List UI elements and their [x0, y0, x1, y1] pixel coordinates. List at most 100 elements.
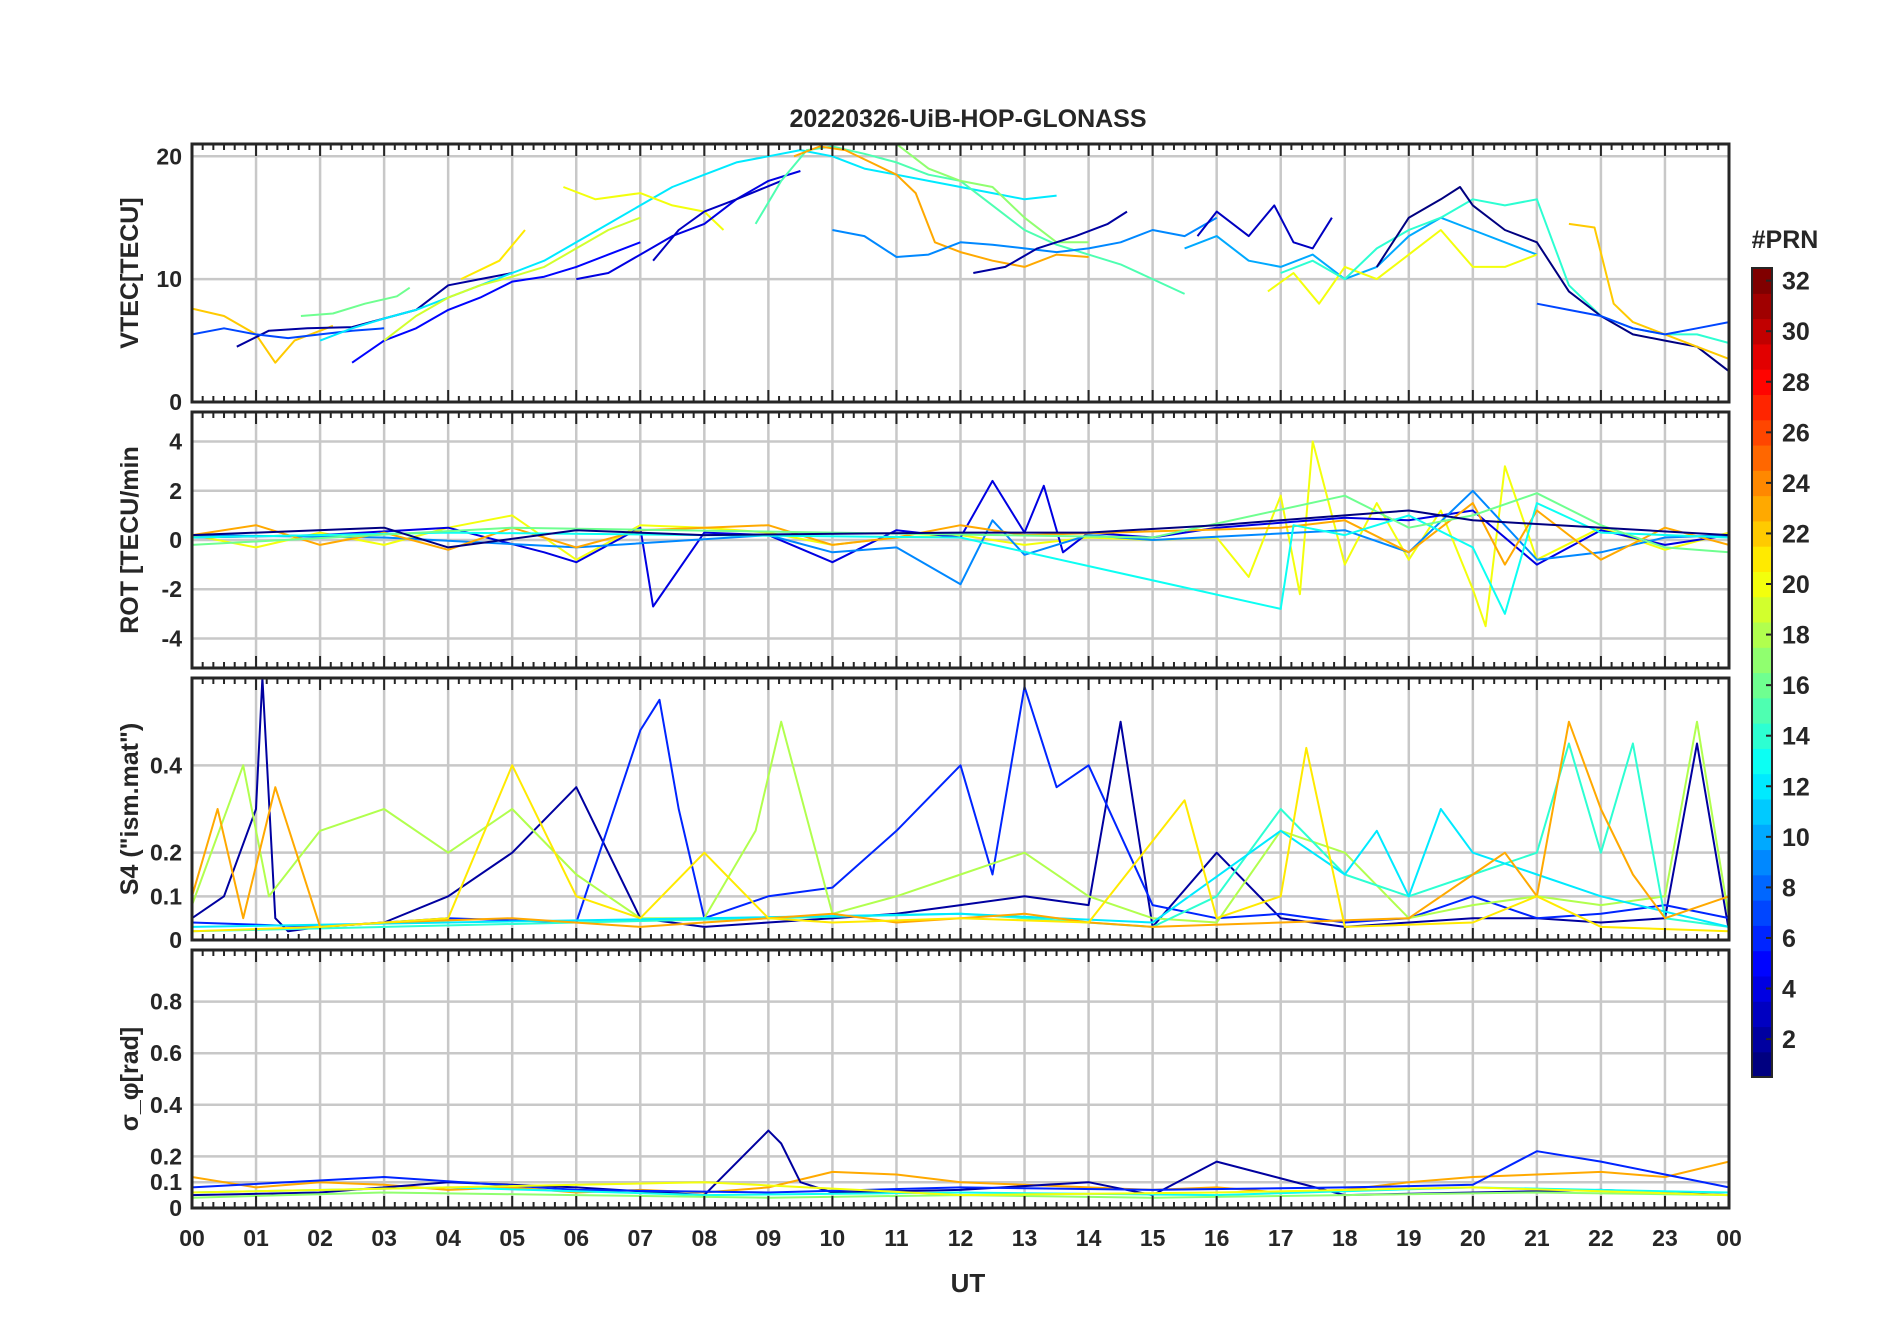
y-tick-label: 0.6: [150, 1040, 182, 1066]
colorbar-segment: [1752, 824, 1772, 851]
series-line-prn-3: [1196, 204, 1333, 250]
series-line-prn-22: [1568, 222, 1729, 360]
series-line-prn-9: [192, 489, 1729, 586]
y-tick-label: 0: [169, 1195, 182, 1221]
colorbar-segment: [1752, 268, 1772, 294]
colorbar-segment: [1752, 773, 1772, 800]
panel-rot: -4 -2 0 2 4 ROT [TECU/min: [116, 410, 1731, 670]
colorbar-tick-label: 32: [1782, 268, 1810, 296]
y-tick-label: 10: [156, 266, 182, 292]
y-tick-label: 20: [156, 143, 182, 169]
x-tick-label: 08: [692, 1225, 718, 1251]
axes-frame: [190, 410, 1731, 670]
colorbar-segment: [1752, 571, 1772, 598]
colorbar-segment: [1752, 343, 1772, 370]
x-tick-label: 15: [1140, 1225, 1166, 1251]
x-tick-label: 20: [1460, 1225, 1486, 1251]
colorbar-segment: [1752, 520, 1772, 547]
y-tick-label: 0.8: [150, 989, 182, 1015]
series-line-prn-21: [460, 229, 526, 281]
colorbar-segment: [1752, 444, 1772, 471]
series-group: [192, 440, 1729, 628]
colorbar-tick-label: 22: [1782, 520, 1810, 548]
series-line-prn-1: [192, 509, 1729, 549]
x-tick-label: 05: [499, 1225, 525, 1251]
series-line-prn-7: [1536, 302, 1729, 336]
colorbar-frame: [1751, 267, 1773, 1078]
series-line-prn-20: [563, 186, 725, 231]
y-tick-label: 0: [169, 927, 182, 953]
colorbar-tick-label: 2: [1782, 1026, 1796, 1054]
series-line-prn-7: [192, 327, 385, 340]
colorbar-tick-label: 16: [1782, 672, 1810, 700]
colorbar-segment: [1752, 621, 1772, 648]
series-line-prn-23: [192, 1160, 1729, 1194]
axes-frame: [190, 948, 1731, 1210]
series-line-prn-3: [652, 179, 782, 262]
x-tick-label: 21: [1524, 1225, 1550, 1251]
y-tick-label: 0.4: [150, 752, 182, 778]
colorbar-segment: [1752, 470, 1772, 497]
colorbar-segment: [1752, 419, 1772, 446]
colorbar-title: #PRN: [1752, 226, 1819, 254]
series-line-prn-20: [1267, 229, 1538, 305]
x-tick-label: 14: [1076, 1225, 1102, 1251]
colorbar-segment: [1752, 950, 1772, 977]
colorbar-tick-label: 26: [1782, 419, 1810, 447]
series-line-prn-9: [832, 216, 1218, 258]
series-line-prn-4: [576, 170, 801, 281]
colorbar-tick-label: 10: [1782, 824, 1810, 852]
colorbar-segment: [1752, 798, 1772, 825]
series-group: [192, 1129, 1729, 1199]
panel-sigma_phi: 00.10.2 0.4 0.6 0.8σ_φ[rad]: [116, 948, 1731, 1221]
colorbar-segment: [1752, 672, 1772, 699]
x-tick-label: 00: [1716, 1225, 1742, 1251]
colorbar-segment: [1752, 748, 1772, 775]
colorbar-tick-label: 18: [1782, 622, 1810, 650]
series-line-prn-12: [192, 808, 1729, 928]
colorbar-segment: [1752, 975, 1772, 1002]
axes-frame: [190, 676, 1731, 942]
y-tick-label: 0.4: [150, 1092, 182, 1118]
series-line-prn-22: [192, 307, 334, 364]
y-tick-label: 0.1: [150, 883, 182, 909]
colorbar-tick-label: 20: [1782, 571, 1810, 599]
x-tick-label: 00: [179, 1225, 205, 1251]
colorbar-segment: [1752, 596, 1772, 623]
x-tick-label: 22: [1588, 1225, 1614, 1251]
x-tick-label: 10: [820, 1225, 846, 1251]
x-tick-label: 06: [563, 1225, 589, 1251]
series-group: [192, 678, 1729, 933]
y-axis-label: ROT [TECU/min: [116, 446, 144, 634]
x-tick-label: 19: [1396, 1225, 1422, 1251]
colorbar-segment: [1752, 647, 1772, 674]
colorbar-segment: [1752, 723, 1772, 749]
series-line-prn-16: [300, 286, 411, 317]
colorbar-segment: [1752, 546, 1772, 572]
y-axis-label: S4 ("ism.mat"): [116, 723, 144, 895]
colorbar-segment: [1752, 1051, 1772, 1078]
y-tick-label: 0.2: [150, 840, 182, 866]
x-tick-label: 17: [1268, 1225, 1294, 1251]
panel-s4: 0 0.1 0.2 0.4S4 ("ism.mat"): [116, 676, 1731, 953]
colorbar-tick-label: 6: [1782, 925, 1796, 953]
colorbar-segment: [1752, 849, 1772, 876]
y-tick-label: 0: [169, 389, 182, 415]
series-group: [192, 144, 1729, 373]
colorbar-segment: [1752, 874, 1772, 901]
y-tick-label: 0.1: [150, 1169, 182, 1195]
x-tick-label: 01: [243, 1225, 269, 1251]
y-tick-label: 4: [169, 429, 182, 455]
colorbar-tick-label: 14: [1782, 723, 1810, 751]
colorbar-segment: [1752, 925, 1772, 952]
x-axis-label: UT: [951, 1268, 986, 1298]
y-tick-label: 0: [169, 527, 182, 553]
x-tick-label: 13: [1012, 1225, 1038, 1251]
x-tick-label: 03: [371, 1225, 397, 1251]
x-tick-label: 12: [948, 1225, 974, 1251]
x-tick-label: 11: [884, 1225, 909, 1251]
colorbar-segment: [1752, 293, 1772, 320]
